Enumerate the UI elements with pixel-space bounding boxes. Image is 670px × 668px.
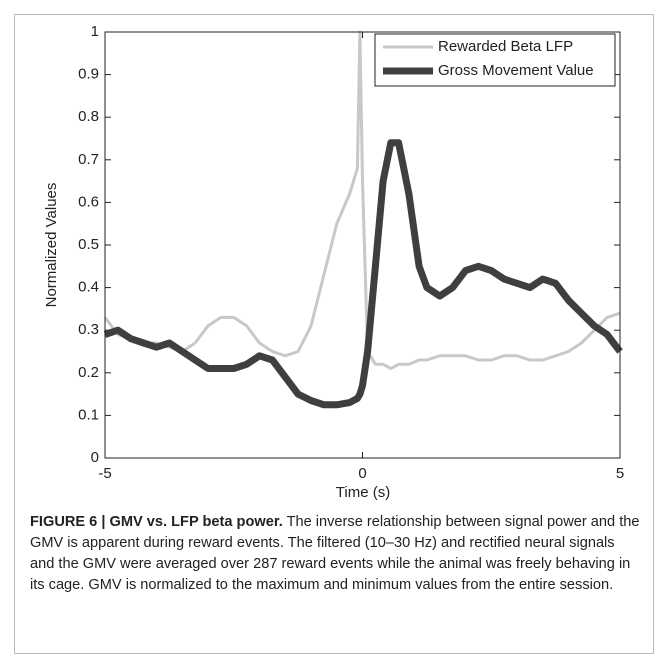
series-line: [103, 139, 623, 409]
figure-frame: [14, 14, 654, 654]
y-tick-label: 0.9: [78, 66, 99, 83]
y-tick-label: 0: [91, 449, 99, 466]
x-tick-label: -5: [98, 465, 111, 482]
y-tick-label: 0.8: [78, 108, 99, 125]
legend-box: [374, 33, 616, 87]
x-tick-label: 5: [616, 465, 624, 482]
y-tick-label: 0.6: [78, 193, 99, 210]
y-tick-label: 1: [91, 23, 99, 40]
caption-text: The inverse relationship between signal …: [30, 514, 640, 593]
series-line: [103, 30, 621, 370]
x-axis-label: Time (s): [336, 484, 390, 500]
y-tick-label: 0.3: [78, 321, 99, 338]
x-tick-label: 0: [358, 465, 366, 482]
caption-label: FIGURE 6 | GMV vs. LFP beta power.: [30, 514, 283, 530]
chart: Time (s) Normalized Values 0 0.1 0.2 0.3 0.4…: [43, 23, 624, 500]
y-tick-label: 0.7: [78, 151, 99, 168]
y-tick-label: 0.5: [78, 236, 99, 253]
y-tick-label: 0.4: [78, 279, 99, 296]
legend-label: Rewarded Beta LFP: [438, 38, 573, 55]
legend-label: Gross Movement Value: [438, 62, 594, 79]
caption: FIGURE 6 | GMV vs. LFP beta power. The i…: [30, 512, 640, 596]
axes-box: [104, 31, 621, 459]
y-axis-label: Normalized Values: [43, 183, 60, 308]
y-tick-label: 0.1: [78, 406, 99, 423]
y-tick-label: 0.2: [78, 364, 99, 381]
